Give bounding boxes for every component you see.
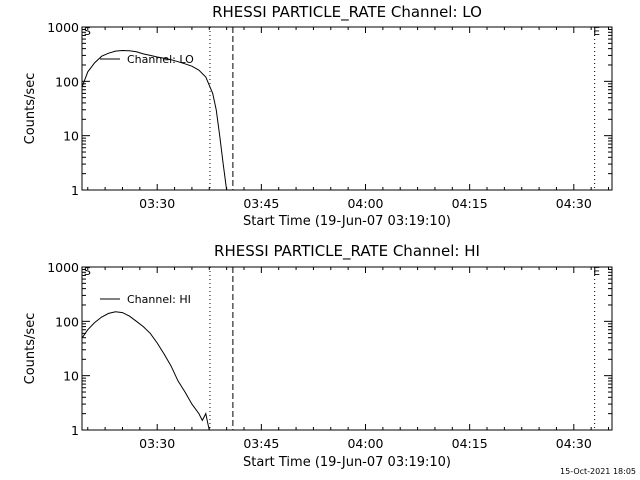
chart-title: RHESSI PARTICLE_RATE Channel: LO [212,3,482,22]
x-tick-label: 04:30 [556,196,592,211]
legend-label: Channel: HI [127,293,191,306]
series-line-0 [82,49,228,190]
y-tick-label: 10 [63,129,79,144]
y-tick-label: 1 [71,183,79,198]
event-marker-label: S [84,25,91,38]
lo-channel-panel: RHESSI PARTICLE_RATE Channel: LO 03:30 03:… [23,3,613,229]
x-tick-label: 04:30 [556,436,592,451]
footer-timestamp: 15-Oct-2021 18:05 [560,467,636,476]
y-tick-label: 1000 [47,260,79,275]
x-tick-label: 03:45 [243,196,279,211]
plot-frame [81,26,613,191]
y-axis-label: Counts/sec [23,73,38,145]
x-tick-label: 03:30 [139,436,175,451]
event-marker-label: E [593,25,600,38]
x-tick-label: 03:30 [139,196,175,211]
plot-frame [81,266,613,431]
y-tick-label: 100 [55,314,79,329]
event-marker-label: E [593,265,600,278]
y-tick-label: 10 [63,369,79,384]
chart-title: RHESSI PARTICLE_RATE Channel: HI [214,242,480,261]
y-tick-label: 100 [55,74,79,89]
x-tick-label: 04:15 [452,436,488,451]
y-tick-label: 1 [71,423,79,438]
y-axis-label: Counts/sec [23,313,38,385]
x-tick-label: 04:15 [452,196,488,211]
x-axis-label: Start Time (19-Jun-07 03:19:10) [243,455,451,470]
x-tick-label: 04:00 [347,436,383,451]
event-marker-label: S [84,265,91,278]
hi-channel-panel: RHESSI PARTICLE_RATE Channel: HI 03:30 03:… [23,242,613,470]
legend-label: Channel: LO [127,53,194,66]
x-axis-label: Start Time (19-Jun-07 03:19:10) [243,214,451,229]
y-tick-label: 1000 [47,20,79,35]
series-line-0 [82,311,210,430]
x-tick-label: 03:45 [243,436,279,451]
x-tick-label: 04:00 [347,196,383,211]
